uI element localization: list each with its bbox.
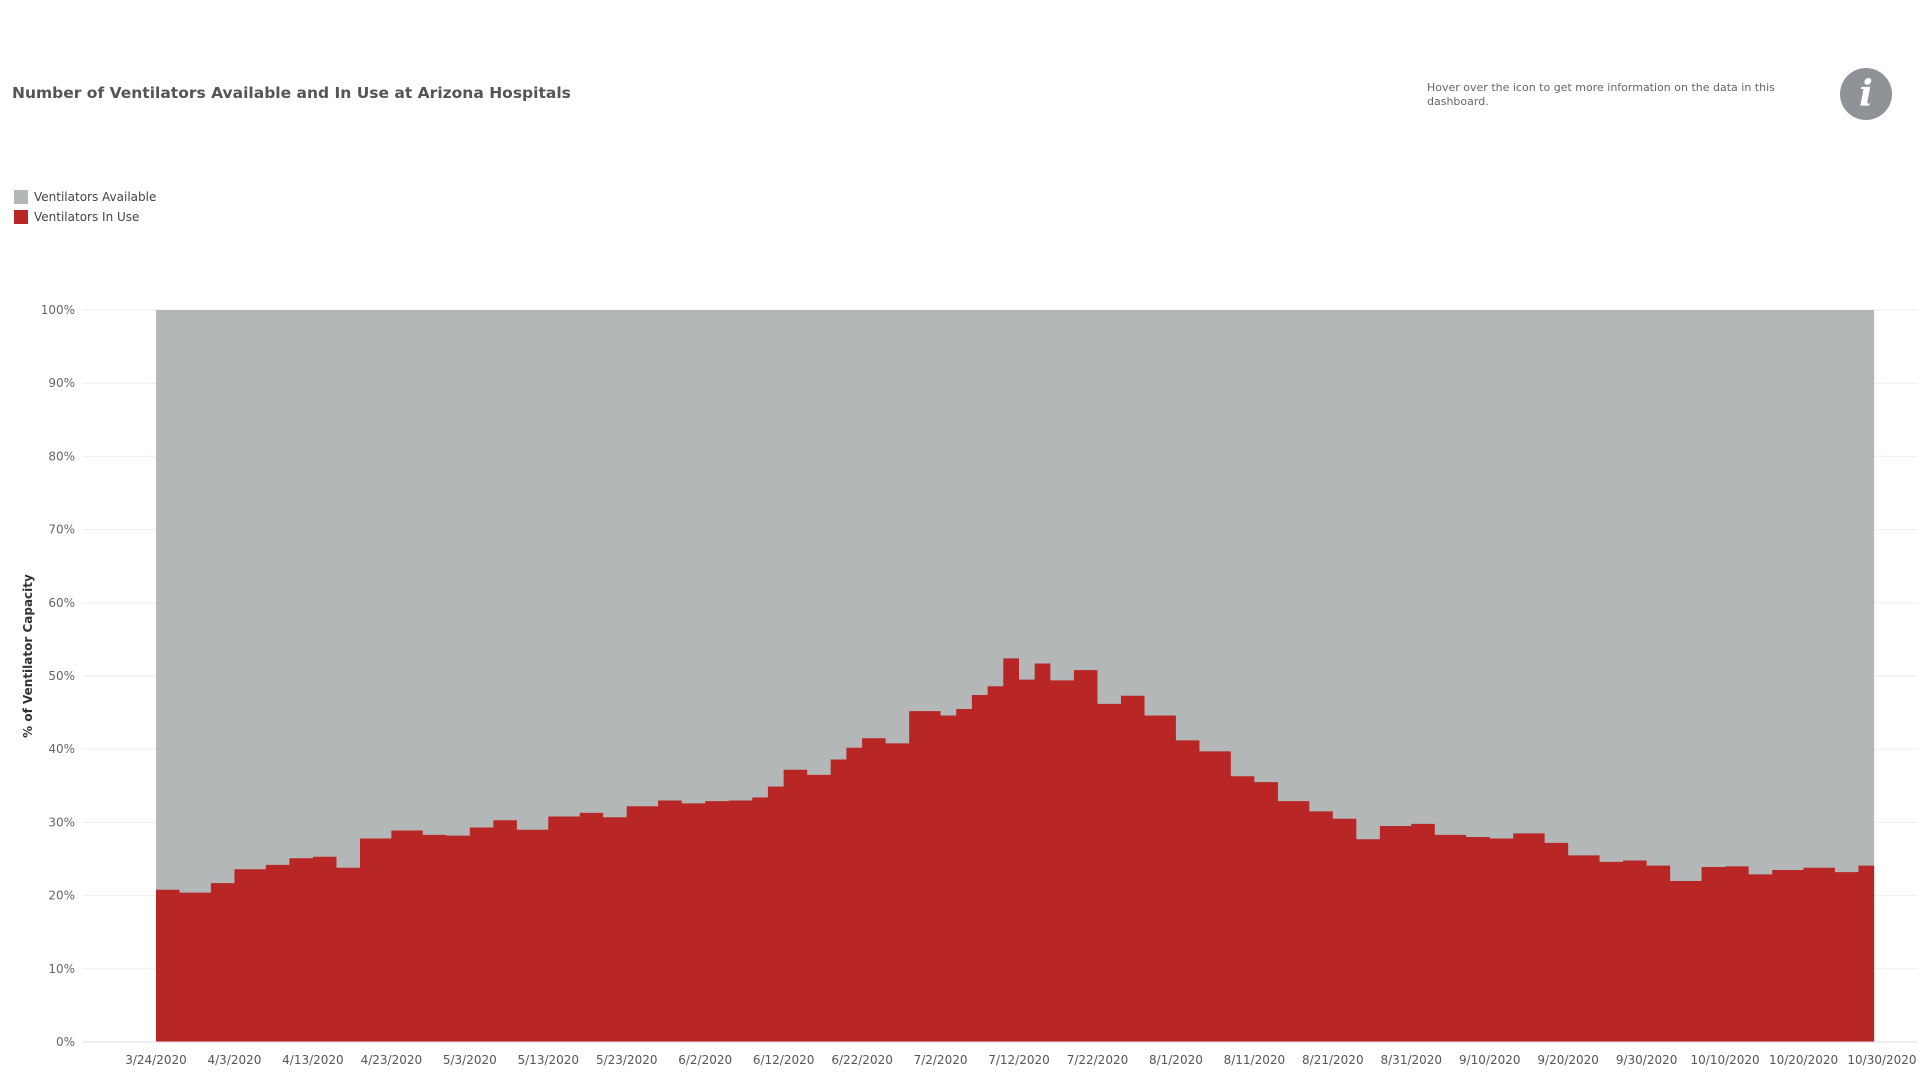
- chart-title: Number of Ventilators Available and In U…: [12, 84, 571, 102]
- y-tick-label: 70%: [48, 523, 75, 537]
- x-tick-label: 3/24/2020: [125, 1053, 187, 1067]
- x-tick-label: 5/13/2020: [518, 1053, 580, 1067]
- x-ticks: 3/24/2020 4/3/2020 4/13/2020 4/23/2020 5/3/2…: [125, 1053, 1916, 1067]
- x-tick-label: 5/23/2020: [596, 1053, 658, 1067]
- y-tick-label: 50%: [48, 669, 75, 683]
- series-in-use-area: [156, 658, 1875, 1042]
- y-tick-label: 10%: [48, 962, 75, 976]
- x-tick-label: 6/2/2020: [678, 1053, 732, 1067]
- x-tick-label: 9/10/2020: [1459, 1053, 1521, 1067]
- x-tick-label: 7/2/2020: [914, 1053, 968, 1067]
- x-tick-label: 8/11/2020: [1224, 1053, 1286, 1067]
- y-tick-label: 40%: [48, 742, 75, 756]
- y-ticks: 0% 10% 20% 30% 40% 50% 60% 70% 80% 90% 100%: [41, 303, 75, 1049]
- legend-item-available[interactable]: Ventilators Available: [14, 187, 156, 207]
- y-tick-label: 90%: [48, 376, 75, 390]
- x-tick-label: 5/3/2020: [443, 1053, 497, 1067]
- x-tick-label: 10/30/2020: [1847, 1053, 1916, 1067]
- y-tick-label: 100%: [41, 303, 75, 317]
- x-tick-label: 9/30/2020: [1616, 1053, 1678, 1067]
- x-tick-label: 4/13/2020: [282, 1053, 344, 1067]
- x-tick-label: 8/1/2020: [1149, 1053, 1203, 1067]
- legend: Ventilators Available Ventilators In Use: [14, 187, 156, 227]
- legend-label-in-use: Ventilators In Use: [34, 210, 140, 224]
- y-tick-label: 30%: [48, 815, 75, 829]
- x-tick-label: 8/31/2020: [1381, 1053, 1443, 1067]
- legend-swatch-in-use: [14, 210, 28, 224]
- info-icon[interactable]: i: [1840, 68, 1892, 120]
- legend-label-available: Ventilators Available: [34, 190, 157, 204]
- x-tick-label: 4/3/2020: [208, 1053, 262, 1067]
- y-tick-label: 80%: [48, 449, 75, 463]
- x-tick-label: 7/22/2020: [1067, 1053, 1129, 1067]
- hover-note: Hover over the icon to get more informat…: [1427, 81, 1775, 108]
- x-tick-label: 6/12/2020: [753, 1053, 815, 1067]
- legend-item-in-use[interactable]: Ventilators In Use: [14, 207, 156, 227]
- y-tick-label: 60%: [48, 596, 75, 610]
- y-tick-label: 20%: [48, 889, 75, 903]
- legend-swatch-available: [14, 190, 28, 204]
- y-tick-label: 0%: [56, 1035, 75, 1049]
- x-tick-label: 7/12/2020: [988, 1053, 1050, 1067]
- x-tick-label: 4/23/2020: [361, 1053, 423, 1067]
- x-tick-label: 10/10/2020: [1691, 1053, 1760, 1067]
- x-tick-label: 8/21/2020: [1302, 1053, 1364, 1067]
- x-tick-label: 10/20/2020: [1769, 1053, 1838, 1067]
- x-tick-label: 9/20/2020: [1537, 1053, 1599, 1067]
- x-tick-label: 6/22/2020: [831, 1053, 893, 1067]
